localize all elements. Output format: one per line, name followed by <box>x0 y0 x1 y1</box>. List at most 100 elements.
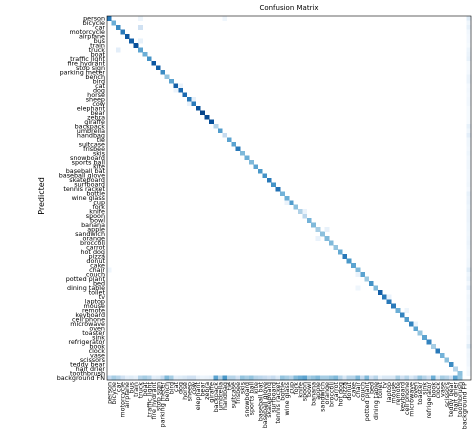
background-fp-cell <box>466 114 472 120</box>
x-tick-label: spoon <box>301 382 309 401</box>
background-fn-cell <box>422 375 427 381</box>
y-tick-label: vase <box>90 351 105 359</box>
background-fn-cell <box>435 375 441 381</box>
x-tick-label: bench <box>163 382 171 402</box>
y-tick-label: airplane <box>79 32 105 40</box>
background-fn-cell <box>200 375 205 381</box>
background-fn-cell <box>289 375 294 381</box>
x-tick-label: scissors <box>443 381 451 407</box>
diagonal-cell <box>231 141 237 147</box>
diagonal-cell <box>373 285 379 291</box>
x-tick-label: baseball glove <box>261 382 269 428</box>
y-tick-label: frisbee <box>83 145 105 153</box>
y-tick-label: broccoli <box>80 239 105 247</box>
background-fn-cell <box>133 375 139 381</box>
x-tick-label: kite <box>252 382 260 394</box>
y-tick-label: baseball glove <box>59 172 105 180</box>
background-fn-cell <box>382 375 387 381</box>
background-fn-cell <box>169 375 174 381</box>
y-tick-label: bed <box>93 280 105 288</box>
background-fp-cell <box>466 312 472 318</box>
y-tick-label: laptop <box>85 298 105 306</box>
x-tick-label: skateboard <box>265 382 273 418</box>
x-tick-label: traffic light <box>145 382 153 417</box>
background-fn-cell <box>222 375 228 381</box>
background-fn-cell <box>377 375 383 381</box>
y-tick-label: cow <box>92 100 105 108</box>
x-tick-label: baseball bat <box>256 382 264 422</box>
diagonal-cell <box>173 83 179 89</box>
background-fn-cell <box>444 375 450 381</box>
background-fp-cell <box>466 236 472 241</box>
y-tick-label: handbag <box>77 131 105 139</box>
diagonal-cell <box>417 330 423 336</box>
off-diagonal-cell <box>178 83 183 89</box>
background-fp-cell <box>466 191 472 197</box>
x-tick-label: vase <box>438 382 446 397</box>
background-fn-cell <box>115 375 121 381</box>
background-fn-cell <box>448 375 454 381</box>
x-tick-label: couch <box>358 382 366 401</box>
x-tick-label: airplane <box>123 382 131 408</box>
background-fn-cell <box>257 375 263 381</box>
y-tick-label: train <box>90 41 105 49</box>
background-fn-cell <box>275 375 281 381</box>
diagonal-cell <box>244 155 250 161</box>
x-tick-label: laptop <box>385 382 393 402</box>
y-tick-labels: personbicyclecarmotorcycleairplanebustra… <box>57 14 106 382</box>
background-fn-cell <box>311 375 316 381</box>
diagonal-cell <box>155 65 161 71</box>
off-diagonal-cell <box>173 87 179 93</box>
y-tick-label: bowl <box>90 217 105 225</box>
diagonal-cell <box>320 231 325 237</box>
diagonal-cell <box>302 213 308 219</box>
diagonal-cell <box>120 29 126 35</box>
y-tick-label: sheep <box>86 95 105 103</box>
background-fp-cell <box>466 200 472 206</box>
y-tick-label: hair drier <box>76 365 106 373</box>
x-tick-label: bus <box>128 381 136 393</box>
diagonal-cell <box>280 191 285 197</box>
x-tick-label: sheep <box>185 382 193 401</box>
y-tick-label: wine glass <box>72 194 106 202</box>
background-fn-cell <box>320 375 325 381</box>
background-fn-cell <box>120 375 126 381</box>
background-fp-cell <box>466 56 472 62</box>
background-fn-cell <box>164 375 170 381</box>
background-fn-cell <box>217 375 223 381</box>
diagonal-cell <box>297 209 303 215</box>
y-tick-label: bear <box>90 109 105 117</box>
background-fp-cell <box>466 213 472 219</box>
x-tick-label: background FP <box>461 382 469 430</box>
background-fn-cell <box>244 375 250 381</box>
diagonal-cell <box>262 173 268 179</box>
background-fp-cell <box>466 110 472 116</box>
diagonal-cell <box>209 119 214 125</box>
background-fn-cell <box>426 375 432 381</box>
background-fp-cell <box>466 155 472 161</box>
background-fp-cell <box>466 83 472 89</box>
background-fp-cell <box>466 245 472 250</box>
background-fn-cell <box>235 375 241 381</box>
x-tick-label: wine glass <box>283 381 291 415</box>
background-fp-cell <box>466 186 472 192</box>
x-tick-label: remote <box>394 382 402 405</box>
y-tick-label: toilet <box>89 289 106 297</box>
y-tick-label: potted plant <box>66 275 106 283</box>
x-tick-label: refrigerator <box>425 382 433 419</box>
y-tick-label: fork <box>93 203 106 211</box>
background-fp-cell <box>466 339 472 345</box>
background-fn-cell <box>146 375 152 381</box>
background-fp-cell <box>466 335 472 340</box>
off-diagonal-cell <box>355 272 361 277</box>
background-fp-cell <box>466 78 472 84</box>
background-fp-cell <box>466 24 472 30</box>
background-fp-cell <box>466 101 472 107</box>
background-fn-cell <box>178 375 183 381</box>
diagonal-cell <box>289 200 294 206</box>
y-tick-label: dog <box>93 86 105 94</box>
background-fn-cell <box>151 375 157 381</box>
background-fn-cell <box>360 375 365 381</box>
background-fn-cell <box>280 375 285 381</box>
background-fn-cell <box>182 375 188 381</box>
